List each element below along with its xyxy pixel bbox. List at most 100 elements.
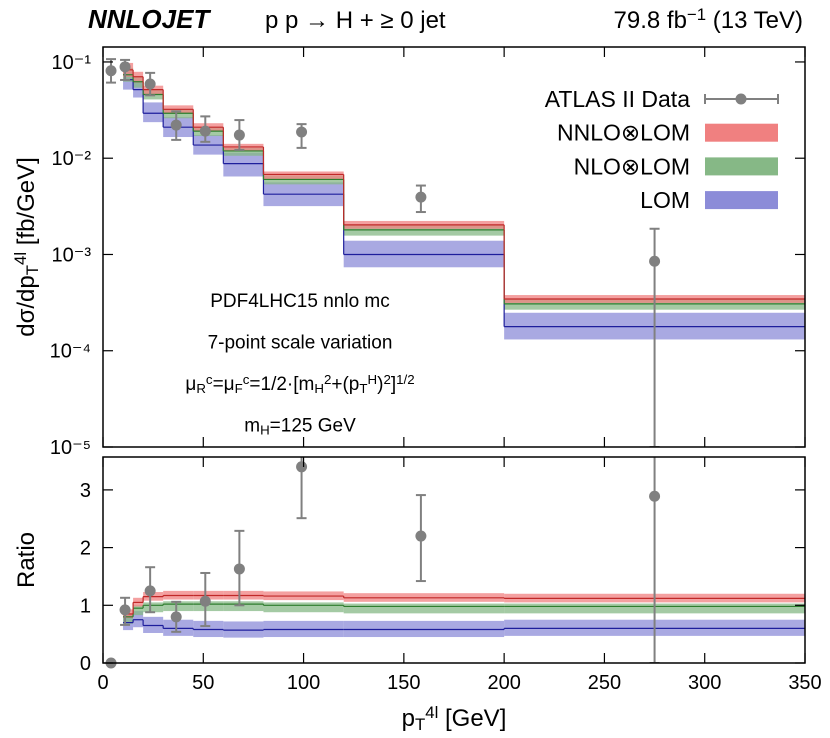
legend-marker <box>735 93 747 105</box>
text-part: 1/2 <box>396 372 415 387</box>
data-point <box>170 611 182 623</box>
text-part: p p → H + ≥ 0 jet <box>265 7 446 34</box>
text-part: [GeV] <box>438 705 506 732</box>
text-part: ] <box>391 374 396 395</box>
legend-label: NNLO⊗LOM <box>557 120 690 146</box>
band <box>163 601 194 612</box>
y-tick-label: 3 <box>80 480 91 502</box>
legend-swatch <box>705 157 778 176</box>
y-tick-label: 10⁻⁴ <box>50 341 91 363</box>
text-part: =1/2·[m <box>249 374 314 395</box>
y-tick-label: 10⁻² <box>52 148 92 170</box>
text-part: c <box>206 372 213 387</box>
data-point <box>199 125 211 137</box>
y-tick-label: 0 <box>80 653 91 675</box>
annotation: 7-point scale variation <box>208 333 393 354</box>
band <box>223 147 264 156</box>
text-part: T <box>23 265 42 275</box>
text-part: =125 GeV <box>270 416 356 437</box>
x-tick-label: 200 <box>487 672 520 694</box>
x-tick-label: 100 <box>287 672 320 694</box>
text-part: [fb/GeV] <box>13 157 40 252</box>
y-axis-label: dσ/dpT4l [fb/GeV] <box>11 157 42 337</box>
text-part: p <box>402 705 415 732</box>
legend-label: LOM <box>640 187 690 213</box>
band <box>143 602 164 613</box>
text-part: dσ/dp <box>13 275 40 337</box>
annotation: μRc=μFc=1/2·[mH2+(pTH)2]1/2 <box>185 372 414 396</box>
chart-title: NNLOJET <box>88 4 211 34</box>
band <box>133 605 144 616</box>
text-part: =μ <box>213 374 235 395</box>
frame <box>102 456 806 664</box>
annotation: mH=125 GeV <box>244 416 356 438</box>
data-point <box>170 119 182 131</box>
text-part: T <box>415 715 425 734</box>
data-point <box>415 191 427 203</box>
text-part: 2 <box>324 372 331 387</box>
legend-label: ATLAS II Data <box>545 86 691 112</box>
annotation: PDF4LHC15 nnlo mc <box>210 291 390 312</box>
x-tick-label: 350 <box>788 672 821 694</box>
band <box>223 152 264 177</box>
text-part: 2 <box>383 372 390 387</box>
text-part: 4l <box>425 703 438 722</box>
process-label: p p → H + ≥ 0 jet <box>265 7 446 34</box>
data-point <box>199 595 211 607</box>
text-part: μ <box>185 374 196 395</box>
band <box>343 603 505 614</box>
x-tick-label: 0 <box>97 672 108 694</box>
text-part: c <box>243 372 250 387</box>
data-point <box>296 461 308 473</box>
y-tick-label: 2 <box>80 538 91 560</box>
x-tick-label: 150 <box>387 672 420 694</box>
legend-label: NLO⊗LOM <box>574 153 690 179</box>
band <box>263 171 344 180</box>
text-part: R <box>196 381 206 396</box>
data-point <box>649 255 661 267</box>
data-point <box>233 563 245 575</box>
text-part: Ratio <box>13 532 40 588</box>
text-part: (13 TeV) <box>706 7 803 34</box>
data-point <box>233 129 245 141</box>
y-tick-label: 10⁻³ <box>52 244 92 266</box>
data-point <box>296 126 308 138</box>
text-part: F <box>235 381 243 396</box>
legend-swatch <box>705 191 778 210</box>
text-part: −1 <box>687 5 706 24</box>
legend-swatch <box>705 123 778 142</box>
data-point <box>415 530 427 542</box>
x-tick-label: 50 <box>192 672 214 694</box>
data-point <box>119 604 131 616</box>
x-tick-label: 250 <box>588 672 621 694</box>
y-tick-label: 10⁻¹ <box>52 52 92 74</box>
luminosity-label: 79.8 fb−1 (13 TeV) <box>614 5 803 34</box>
data-point <box>649 490 661 502</box>
data-point <box>105 65 117 77</box>
frame <box>102 46 806 448</box>
band <box>143 102 164 123</box>
plot-area <box>120 457 805 663</box>
text-part: +(p <box>331 374 359 395</box>
plot-area <box>106 58 805 447</box>
text-part: PDF4LHC15 nnlo mc <box>210 291 390 312</box>
data-point <box>144 585 156 597</box>
text-part: 79.8 fb <box>614 7 687 34</box>
y-axis-label: Ratio <box>13 532 40 588</box>
text-part: T <box>359 381 367 396</box>
text-part: m <box>244 416 260 437</box>
data-point <box>144 78 156 90</box>
text-part: H <box>314 381 324 396</box>
band <box>123 613 134 624</box>
text-part: H <box>260 423 270 438</box>
x-axis-label: pT4l [GeV] <box>402 703 507 734</box>
y-tick-label: 1 <box>80 595 91 617</box>
text-part: ) <box>377 374 383 395</box>
x-tick-label: 300 <box>688 672 721 694</box>
text-part: 4l <box>11 252 30 265</box>
data-point <box>119 61 131 73</box>
y-tick-label: 10⁻⁵ <box>50 437 91 459</box>
band <box>193 601 224 612</box>
band <box>263 602 344 613</box>
